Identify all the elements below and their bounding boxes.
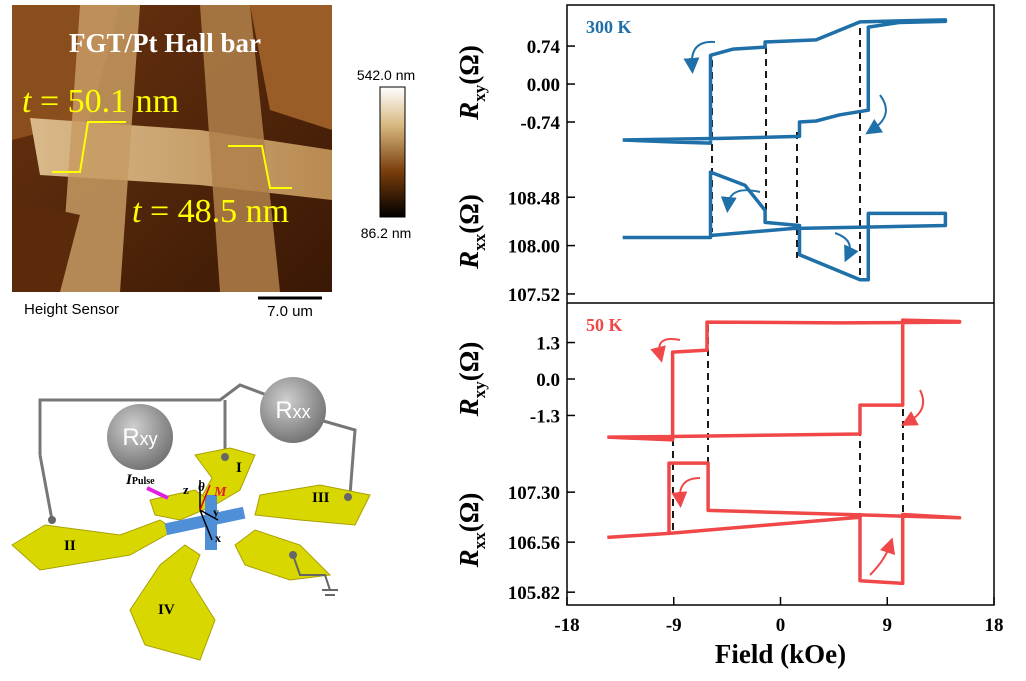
y-tick-label: 105.82 — [508, 583, 560, 604]
data-line — [622, 18, 948, 145]
y-label-symbol: R — [454, 251, 484, 270]
scale-bar-label: 7.0 um — [267, 303, 313, 320]
thickness-symbol: t — [132, 193, 143, 230]
y-tick-label: 107.30 — [508, 483, 560, 504]
pad-label: IV — [158, 602, 175, 618]
data-line — [622, 170, 948, 282]
y-tick-label: -1.3 — [530, 406, 560, 427]
y-axis-label: Rxx(Ω) — [454, 493, 489, 569]
y-axis-label: Rxx(Ω) — [454, 194, 489, 270]
x-tick-label: 9 — [883, 615, 893, 636]
y-tick-label: -0.74 — [520, 113, 560, 134]
y-tick-label: 1.3 — [536, 334, 560, 355]
current-symbol: I — [125, 472, 133, 488]
afm-title: FGT/Pt Hall bar — [69, 28, 261, 58]
y-label-sub: xx — [470, 233, 489, 251]
sweep-arrows — [650, 40, 924, 576]
axis-x: x — [215, 531, 221, 545]
afm-image — [12, 5, 332, 292]
meter-label: Rxy — [122, 424, 157, 451]
device-pads — [11, 377, 371, 661]
temperature-label: 50 K — [586, 315, 623, 335]
pad-label: II — [64, 538, 76, 554]
colorbar-min: 86.2 nm — [361, 225, 412, 241]
axis-y: y — [213, 505, 219, 519]
x-tick-label: -9 — [666, 615, 682, 636]
meter-label: Rxx — [275, 397, 310, 424]
meter-symbol: R — [275, 397, 292, 424]
colorbar-max: 542.0 nm — [357, 67, 415, 83]
device-diagram — [38, 383, 357, 521]
x-tick-label: -18 — [554, 615, 579, 636]
pad-label: III — [312, 490, 330, 506]
x-tick-label: 18 — [985, 615, 1004, 636]
y-label-unit: (Ω) — [454, 194, 484, 234]
axis-m: M — [213, 485, 227, 500]
y-label-symbol: R — [454, 398, 484, 417]
thickness-value: = 48.5 nm — [141, 193, 289, 230]
y-label-sub: xx — [470, 532, 489, 550]
axis-theta: θ — [198, 479, 205, 494]
current-sub: Pulse — [132, 476, 155, 487]
y-label-symbol: R — [454, 549, 484, 568]
axis-z: z — [183, 482, 189, 497]
y-label-unit: (Ω) — [454, 493, 484, 533]
meter-symbol: R — [122, 424, 139, 451]
y-label-symbol: R — [454, 102, 484, 121]
y-label-sub: xy — [470, 381, 489, 399]
meter-sub: xy — [140, 429, 158, 449]
y-tick-label: 0.74 — [527, 37, 561, 58]
y-tick-label: 107.52 — [508, 285, 560, 306]
y-tick-label: 106.56 — [508, 533, 560, 554]
y-label-unit: (Ω) — [454, 45, 484, 85]
y-tick-label: 0.0 — [536, 370, 560, 391]
data-line — [607, 461, 962, 586]
y-label-unit: (Ω) — [454, 342, 484, 382]
temperature-label: 300 K — [586, 17, 632, 37]
y-tick-label: 108.48 — [508, 188, 560, 209]
data-line — [607, 318, 962, 442]
pad-label: I — [236, 460, 242, 476]
x-axis-label: Field (kOe) — [715, 639, 846, 669]
y-axis-label: Rxy(Ω) — [454, 342, 489, 418]
thickness-value: = 50.1 nm — [31, 83, 179, 120]
thickness-symbol: t — [22, 83, 33, 120]
y-tick-label: 108.00 — [508, 237, 560, 258]
current-arrow — [146, 486, 169, 500]
y-label-sub: xy — [470, 84, 489, 102]
x-tick-label: 0 — [776, 615, 786, 636]
thickness-label: t = 50.1 nm — [22, 83, 179, 120]
colorbar — [379, 86, 406, 218]
current-label: IPulse — [125, 472, 155, 488]
thickness-label: t = 48.5 nm — [132, 193, 289, 230]
channel-label: Height Sensor — [24, 301, 119, 318]
y-axis-label: Rxy(Ω) — [454, 45, 489, 121]
y-tick-label: 0.00 — [527, 75, 560, 96]
meter-sub: xx — [293, 402, 311, 422]
